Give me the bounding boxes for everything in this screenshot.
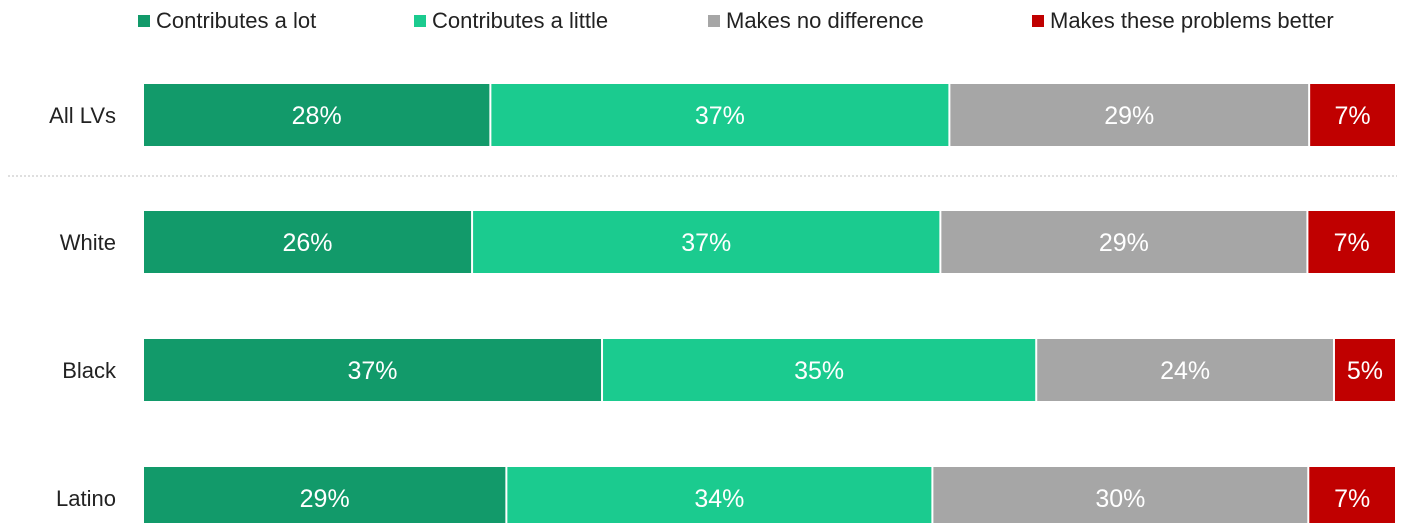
- data-label-black-contributes-a-little: 35%: [794, 357, 844, 385]
- bar-segment-black-contributes-a-little: [603, 339, 1036, 401]
- legend-swatch-makes-no-difference: [708, 15, 720, 27]
- legend-label-contributes-a-lot: Contributes a lot: [156, 8, 317, 33]
- legend-swatch-makes-these-problems-better: [1032, 15, 1044, 27]
- data-label-white-contributes-a-lot: 26%: [283, 229, 333, 257]
- data-label-all-lvs-contributes-a-lot: 28%: [292, 102, 342, 130]
- legend-label-makes-no-difference: Makes no difference: [726, 8, 924, 33]
- data-label-latino-contributes-a-little: 34%: [694, 485, 744, 513]
- bar-segment-black-contributes-a-lot: [144, 339, 602, 401]
- data-label-white-makes-no-difference: 29%: [1099, 229, 1149, 257]
- legend-item-makes-no-difference: Makes no difference: [708, 8, 924, 34]
- data-label-latino-contributes-a-lot: 29%: [300, 485, 350, 513]
- data-label-black-makes-no-difference: 24%: [1160, 357, 1210, 385]
- bar-segment-white-contributes-a-lot: [144, 211, 472, 273]
- data-label-all-lvs-contributes-a-little: 37%: [695, 102, 745, 130]
- data-label-white-makes-these-problems-better: 7%: [1334, 229, 1370, 257]
- chart-legend: Contributes a lot Contributes a little M…: [0, 8, 1407, 42]
- bar-segment-white-contributes-a-little: [473, 211, 940, 273]
- legend-swatch-contributes-a-lot: [138, 15, 150, 27]
- bar-segment-all-lvs-makes-no-difference: [950, 84, 1309, 146]
- bar-segment-latino-contributes-a-little: [507, 467, 932, 523]
- category-label-white: White: [60, 230, 116, 255]
- data-label-all-lvs-makes-these-problems-better: 7%: [1335, 102, 1371, 130]
- bar-segment-white-makes-these-problems-better: [1308, 211, 1395, 273]
- legend-item-contributes-a-little: Contributes a little: [414, 8, 608, 34]
- data-label-white-contributes-a-little: 37%: [681, 229, 731, 257]
- legend-item-makes-these-problems-better: Makes these problems better: [1032, 8, 1334, 34]
- data-label-black-contributes-a-lot: 37%: [347, 357, 397, 385]
- data-label-latino-makes-these-problems-better: 7%: [1334, 485, 1370, 513]
- bar-segment-white-makes-no-difference: [941, 211, 1307, 273]
- legend-item-contributes-a-lot: Contributes a lot: [138, 8, 316, 34]
- bar-segment-latino-makes-these-problems-better: [1309, 467, 1395, 523]
- category-label-black: Black: [62, 358, 117, 383]
- category-label-all-lvs: All LVs: [49, 103, 116, 128]
- bar-segment-black-makes-no-difference: [1037, 339, 1333, 401]
- bar-segment-black-makes-these-problems-better: [1334, 339, 1395, 401]
- legend-label-makes-these-problems-better: Makes these problems better: [1050, 8, 1334, 33]
- bar-segment-latino-contributes-a-lot: [144, 467, 506, 523]
- legend-swatch-contributes-a-little: [414, 15, 426, 27]
- bar-segment-latino-makes-no-difference: [933, 467, 1308, 523]
- data-label-latino-makes-no-difference: 30%: [1095, 485, 1145, 513]
- category-label-latino: Latino: [56, 486, 116, 511]
- data-label-black-makes-these-problems-better: 5%: [1347, 357, 1383, 385]
- bar-segment-all-lvs-makes-these-problems-better: [1310, 84, 1395, 146]
- bar-segment-all-lvs-contributes-a-little: [491, 84, 949, 146]
- data-label-all-lvs-makes-no-difference: 29%: [1104, 102, 1154, 130]
- legend-label-contributes-a-little: Contributes a little: [432, 8, 609, 33]
- bar-segment-all-lvs-contributes-a-lot: [144, 84, 490, 146]
